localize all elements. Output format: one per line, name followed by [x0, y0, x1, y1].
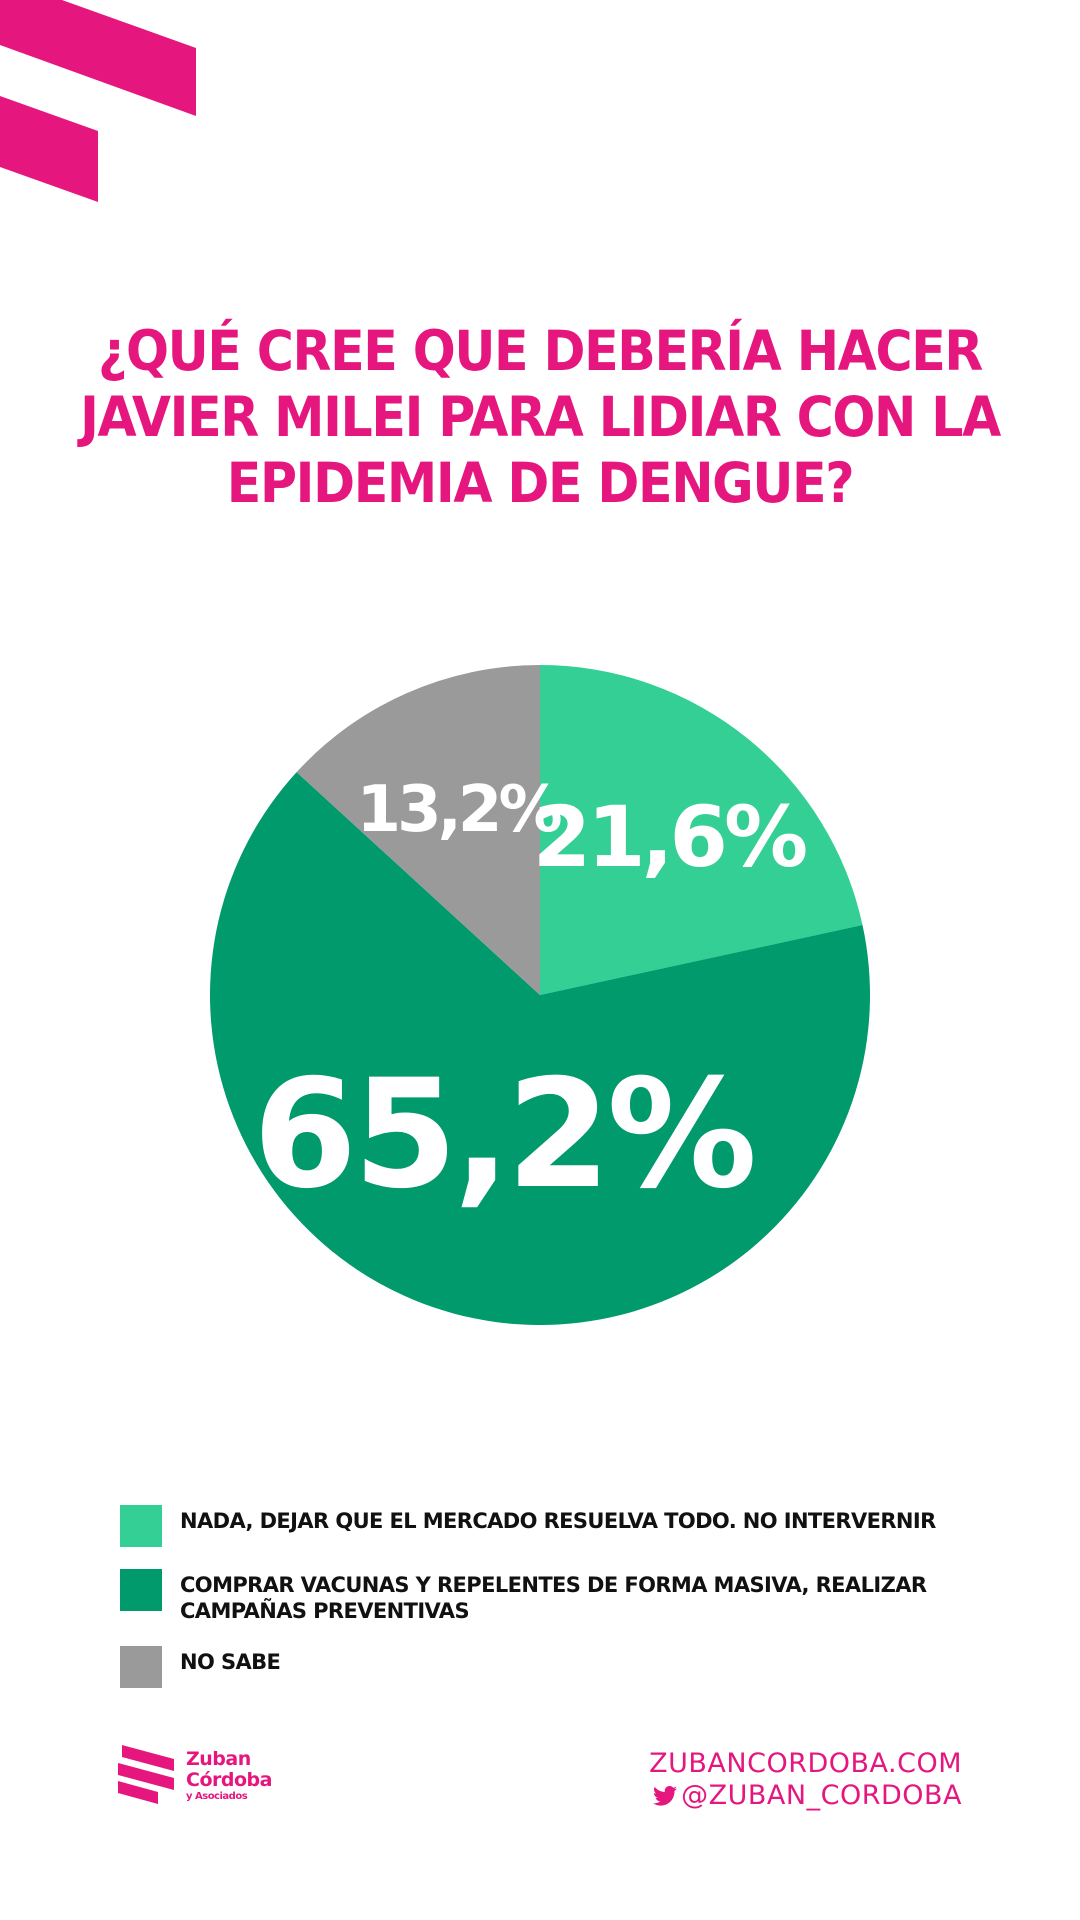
brand-line-1: Zuban [186, 1748, 251, 1770]
pie-chart: 21,6% 65,2% 13,2% [209, 665, 870, 1329]
brand-line-3: y Asociados [186, 1791, 248, 1802]
brand-logo: Zuban Córdoba y Asociados [118, 1745, 272, 1807]
pie-slice-label-2: 13,2% [357, 773, 562, 847]
legend-label: NADA, DEJAR QUE EL MERCADO RESUELVA TODO… [180, 1509, 936, 1533]
legend-label: NO SABE [180, 1650, 281, 1674]
website-link[interactable]: ZUBANCORDOBA.COM [649, 1748, 962, 1779]
zuban-cordoba-logo-icon [118, 1745, 174, 1804]
legend-item-no-sabe: NO SABE [120, 1646, 1000, 1688]
brand-line-2: Córdoba [186, 1769, 272, 1791]
legend-swatch-dark-green [120, 1569, 162, 1611]
legend-item-comprar-vacunas: COMPRAR VACUNAS Y REPELENTES DE FORMA MA… [120, 1569, 1000, 1624]
legend-swatch-gray [120, 1646, 162, 1688]
pie-slice-1 [209, 772, 870, 1325]
pie-slice-label-1: 65,2% [253, 1048, 753, 1222]
legend-label: COMPRAR VACUNAS Y REPELENTES DE FORMA MA… [180, 1573, 927, 1623]
contact-info: ZUBANCORDOBA.COM @ZUBAN_CORDOBA [649, 1748, 962, 1812]
legend-swatch-light-green [120, 1505, 162, 1547]
pie-slice-label-0: 21,6% [533, 788, 806, 886]
pie-chart-svg: 21,6% 65,2% 13,2% [209, 665, 870, 1325]
corner-decoration [0, 0, 196, 202]
pie-slice-2 [296, 665, 540, 995]
legend-item-nada: NADA, DEJAR QUE EL MERCADO RESUELVA TODO… [120, 1505, 1000, 1547]
twitter-bird-icon [653, 1786, 678, 1806]
pie-slice-0 [540, 665, 863, 995]
twitter-handle: @ZUBAN_CORDOBA [681, 1780, 962, 1811]
brand-name: Zuban Córdoba y Asociados [186, 1749, 272, 1803]
legend: NADA, DEJAR QUE EL MERCADO RESUELVA TODO… [120, 1505, 1000, 1710]
twitter-row[interactable]: @ZUBAN_CORDOBA [649, 1780, 962, 1812]
chart-title: ¿QUÉ CREE QUE DEBERÍA HACER JAVIER MILEI… [80, 319, 1001, 515]
